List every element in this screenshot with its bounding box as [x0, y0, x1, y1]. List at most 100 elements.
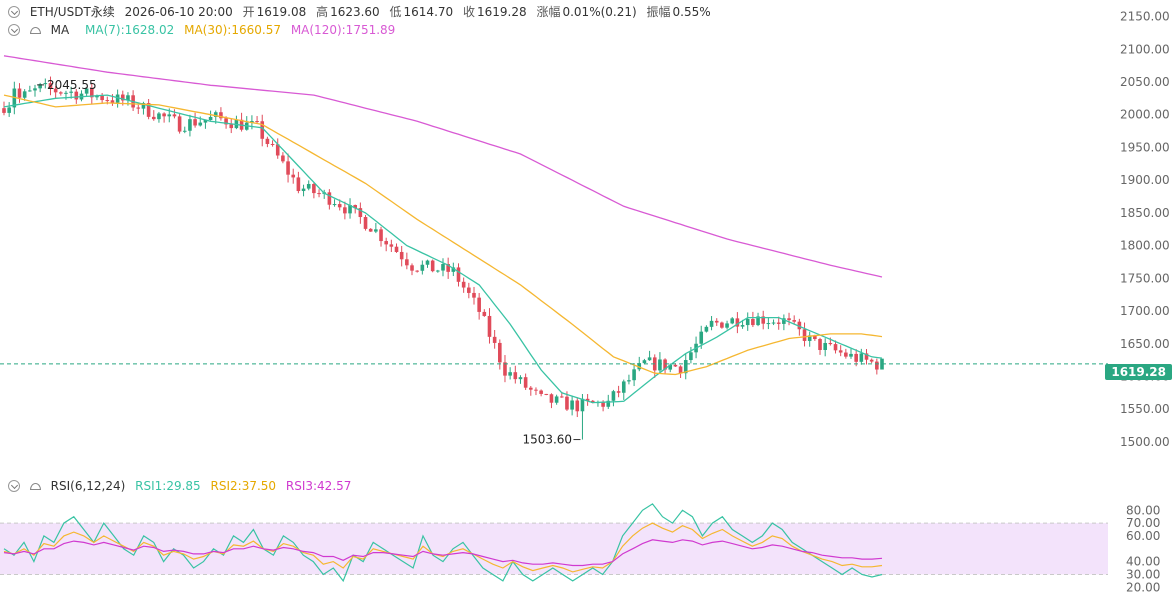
candle-body: [585, 398, 590, 401]
ma30-line: [3, 94, 883, 376]
candle-body: [539, 390, 543, 394]
ohlc-header: ETH/USDT永续 2026-06-10 20:00 开 1619.08 高 16…: [8, 4, 717, 20]
candle-body: [337, 204, 342, 208]
close-label: 收: [462, 5, 475, 19]
ma7-legend: MA(7):1628.02: [85, 23, 175, 37]
candle-body: [668, 364, 673, 370]
candle-body: [110, 100, 115, 103]
candle-body: [813, 335, 817, 340]
candle-body: [647, 357, 652, 361]
candle-body: [787, 318, 791, 321]
visibility-icon[interactable]: [29, 27, 41, 34]
candle-body: [864, 353, 869, 360]
candle-body: [534, 389, 538, 391]
candle-body: [658, 359, 662, 371]
candle-body: [838, 350, 843, 353]
candle-body: [198, 122, 203, 126]
candle-body: [875, 361, 879, 370]
candle-body: [436, 270, 440, 272]
candle-body: [756, 316, 760, 326]
collapse-toggle-icon[interactable]: [8, 6, 20, 18]
candle-body: [482, 311, 487, 316]
candle-body: [379, 229, 383, 242]
rsi-tick-label: 60.00: [1126, 529, 1160, 543]
price-tick-label: 1650.00: [1120, 337, 1170, 351]
candle-body: [601, 402, 605, 407]
candle-body: [296, 177, 301, 192]
candle-body: [348, 205, 352, 214]
candle-body: [368, 228, 373, 232]
candle-body: [281, 155, 285, 162]
candle-body: [854, 353, 858, 362]
high-label: 高: [316, 5, 329, 19]
ma-collapse-icon[interactable]: [8, 24, 20, 36]
rsi-collapse-icon[interactable]: [8, 480, 20, 492]
candle-body: [740, 325, 745, 327]
candle-body: [410, 265, 414, 271]
candle-body: [549, 394, 554, 403]
open-value: 1619.08: [256, 5, 307, 19]
candle-body: [343, 207, 347, 214]
candle-body: [642, 360, 647, 364]
candle-body: [503, 362, 507, 376]
candle-body: [275, 144, 280, 156]
ma-legend: MA MA(7):1628.02 MA(30):1660.57 MA(120):…: [8, 22, 401, 38]
candle-body: [446, 264, 450, 272]
candle-body: [306, 184, 311, 189]
candle-body: [53, 88, 58, 93]
candle-body: [48, 83, 53, 89]
candle-body: [167, 114, 172, 117]
candle-body: [683, 360, 688, 374]
candle-body: [632, 369, 636, 381]
change-label: 涨幅: [536, 5, 561, 19]
rsi2-legend: RSI2:37.50: [210, 479, 277, 493]
candle-body: [317, 193, 321, 195]
rsi-visibility-icon[interactable]: [29, 483, 41, 490]
candle-body: [327, 192, 332, 205]
candle-body: [420, 264, 425, 271]
price-tick-label: 1700.00: [1120, 304, 1170, 318]
datetime-label: 2026-06-10 20:00: [124, 5, 233, 19]
candle-body: [100, 95, 104, 101]
candle-body: [590, 400, 595, 403]
candle-body: [224, 118, 228, 125]
candle-body: [394, 246, 399, 252]
candle-body: [580, 398, 585, 412]
candle-body: [250, 121, 254, 123]
amplitude-value: 0.55%: [672, 5, 711, 19]
close-value: 1619.28: [477, 5, 527, 19]
candle-body: [477, 297, 481, 312]
candle-body: [518, 377, 523, 380]
candle-body: [766, 323, 771, 325]
ma-label: MA: [50, 23, 70, 37]
candle-body: [714, 320, 719, 323]
candle-body: [374, 229, 378, 232]
open-label: 开: [242, 5, 255, 19]
candle-body: [141, 103, 146, 109]
candle-body: [425, 260, 430, 265]
candle-body: [818, 339, 822, 351]
candle-body: [792, 320, 796, 322]
candle-body: [498, 342, 502, 363]
candle-body: [859, 353, 864, 362]
candle-body: [64, 92, 68, 94]
candle-body: [637, 363, 642, 370]
candle-body: [869, 359, 874, 362]
candle-body: [136, 107, 141, 109]
candle-body: [270, 143, 275, 145]
price-tick-label: 1800.00: [1120, 239, 1170, 253]
candle-body: [115, 94, 120, 103]
candle-body: [172, 114, 177, 117]
candle-body: [43, 83, 48, 85]
candle-body: [188, 119, 192, 131]
candle-body: [17, 88, 22, 98]
candle-body: [213, 112, 218, 117]
rsi-legend: RSI(6,12,24) RSI1:29.85 RSI2:37.50 RSI3:…: [8, 478, 357, 494]
rsi-tick-label: 20.00: [1126, 580, 1160, 594]
rsi3-line: [3, 539, 883, 567]
price-tick-label: 1550.00: [1120, 402, 1170, 416]
rsi-tick-label: 30.00: [1126, 567, 1160, 581]
candle-body: [301, 188, 306, 192]
candle-body: [689, 352, 693, 361]
